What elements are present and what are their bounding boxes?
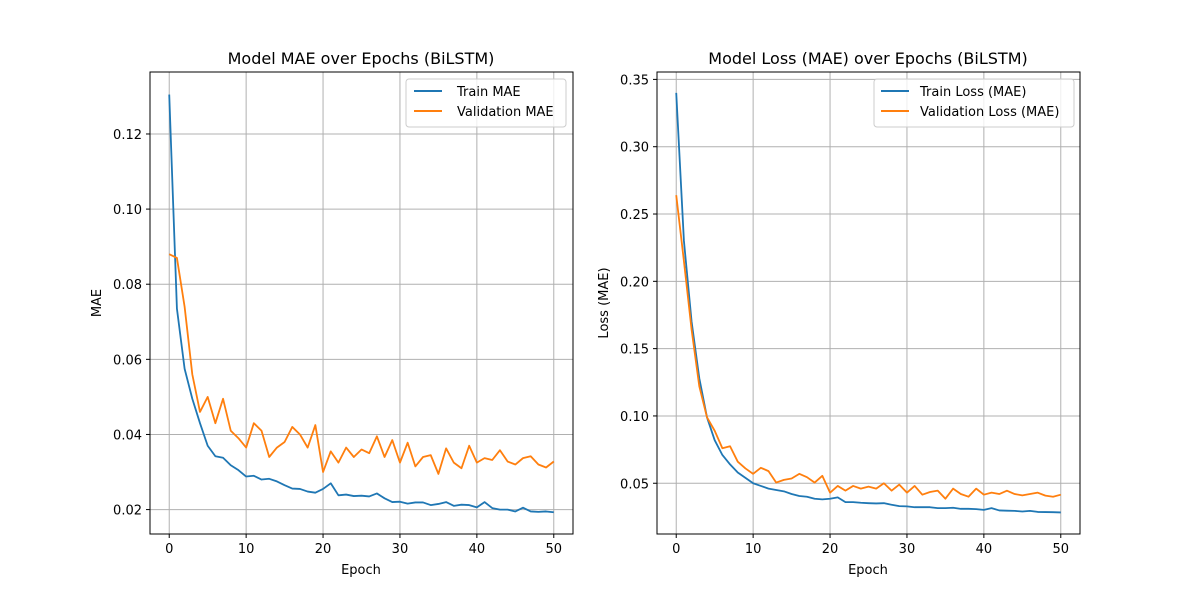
- chart-mae-y-label: MAE: [90, 289, 105, 317]
- chart-mae-title: Model MAE over Epochs (BiLSTM): [228, 49, 495, 68]
- chart-loss-legend-box: [873, 78, 1075, 128]
- chart-mae-x-ticks: 0 10 20 30 40 50: [165, 534, 562, 557]
- chart-mae-y-ticks: 0.02 0.04 0.06 0.08 0.10 0.12: [113, 128, 150, 519]
- series-line-validation-mae: [168, 253, 555, 475]
- mae-y-tick-label: 0.02: [113, 504, 142, 519]
- loss-y-tick-label: 0.25: [620, 208, 649, 223]
- loss-y-tick-label: 0.05: [620, 477, 649, 492]
- loss-y-tick-label: 0.20: [620, 275, 649, 290]
- mae-y-tick-label: 0.08: [113, 278, 142, 293]
- loss-y-tick-label: 0.30: [620, 141, 649, 156]
- series-line-validation-loss-mae: [675, 195, 1061, 500]
- mae-y-tick-label: 0.04: [113, 428, 142, 443]
- legend-label-train-mae: Train MAE: [456, 85, 521, 100]
- loss-y-tick-label: 0.35: [620, 73, 649, 88]
- legend-label-train-loss: Train Loss (MAE): [919, 85, 1026, 100]
- loss-x-tick-label: 20: [822, 542, 839, 557]
- mae-y-tick-label: 0.06: [113, 353, 142, 368]
- chart-mae-x-label: Epoch: [341, 563, 381, 578]
- mae-x-tick-label: 50: [545, 542, 562, 557]
- mae-x-tick-label: 10: [238, 542, 255, 557]
- legend-label-validation-loss: Validation Loss (MAE): [920, 105, 1059, 120]
- chart-loss-x-ticks: 0 10 20 30 40 50: [672, 534, 1069, 557]
- legend-label-validation-mae: Validation MAE: [457, 105, 554, 120]
- series-line-train-loss-mae: [675, 92, 1061, 514]
- chart-mae-grid: [150, 72, 573, 534]
- mae-x-tick-label: 0: [165, 542, 173, 557]
- chart-loss: Model Loss (MAE) over Epochs (BiLSTM) 0 1…: [597, 49, 1081, 578]
- chart-loss-legend: Train Loss (MAE) Validation Loss (MAE): [873, 78, 1075, 128]
- mae-x-tick-label: 40: [469, 542, 486, 557]
- chart-mae-legend-box: [405, 78, 567, 128]
- chart-loss-y-label: Loss (MAE): [597, 267, 612, 338]
- series-line-train-mae: [168, 94, 554, 514]
- loss-x-tick-label: 50: [1052, 542, 1069, 557]
- chart-loss-title: Model Loss (MAE) over Epochs (BiLSTM): [708, 49, 1027, 68]
- mae-x-tick-label: 20: [315, 542, 332, 557]
- chart-loss-series: [675, 92, 1061, 514]
- loss-x-tick-label: 30: [899, 542, 916, 557]
- loss-x-tick-label: 40: [976, 542, 993, 557]
- loss-y-tick-label: 0.15: [620, 343, 649, 358]
- chart-loss-x-label: Epoch: [848, 563, 888, 578]
- loss-y-tick-label: 0.10: [620, 410, 649, 425]
- mae-y-tick-label: 0.10: [113, 203, 142, 218]
- loss-x-tick-label: 0: [672, 542, 680, 557]
- chart-loss-plot-frame: [656, 71, 1081, 535]
- mae-y-tick-label: 0.12: [113, 128, 142, 143]
- chart-mae-plot-frame: [149, 71, 574, 535]
- chart-mae-series: [168, 94, 555, 514]
- chart-mae: Model MAE over Epochs (BiLSTM) 0 10 20 30 40…: [90, 49, 574, 578]
- loss-x-tick-label: 10: [745, 542, 762, 557]
- chart-mae-legend: Train MAE Validation MAE: [405, 78, 567, 128]
- mae-x-tick-label: 30: [392, 542, 409, 557]
- chart-loss-y-ticks: 0.05 0.10 0.15 0.20 0.25 0.30 0.35: [620, 73, 657, 492]
